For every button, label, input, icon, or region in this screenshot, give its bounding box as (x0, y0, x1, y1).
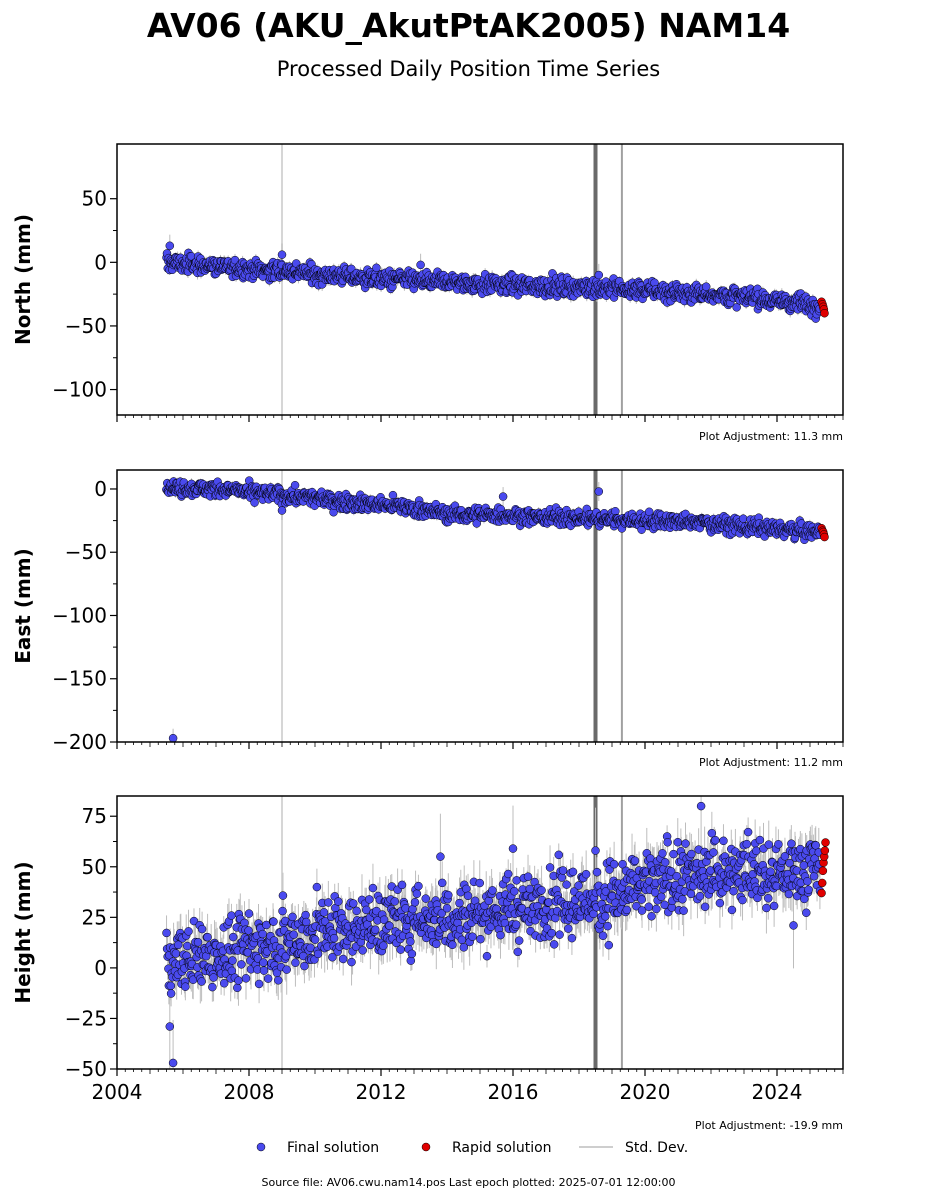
final-point (472, 519, 481, 528)
y-tick-label: −50 (65, 540, 107, 564)
panel-east: 0 −50 −100 −150 −200 East (mm) Plot Adjustment… (11, 469, 844, 769)
rapid-point (820, 532, 829, 542)
y-tick-label: 0 (94, 477, 107, 501)
y-tick-label: −200 (52, 730, 107, 754)
panel-plot-area (162, 144, 829, 415)
chart-subtitle: Processed Daily Position Time Series (276, 57, 661, 81)
final-point (416, 260, 425, 270)
final-point (594, 270, 604, 280)
panel-plot-area (162, 470, 829, 742)
final-point (594, 487, 604, 496)
plot-adjustment-note: Plot Adjustment: 11.2 mm (699, 756, 843, 769)
y-tick-label: 0 (94, 250, 107, 274)
panel-plot-area (162, 796, 830, 1069)
final-point (290, 480, 300, 490)
y-tick-label: 50 (82, 187, 107, 211)
final-point (277, 506, 287, 515)
final-point (165, 241, 175, 251)
final-point (732, 303, 741, 312)
final-point (168, 733, 178, 742)
final-point (739, 514, 748, 523)
plot-adjustment-note: Plot Adjustment: 11.3 mm (699, 430, 843, 443)
rapid-point (820, 308, 829, 318)
final-point (277, 250, 287, 259)
rapid-points (817, 523, 829, 542)
y-tick-label: −100 (52, 378, 107, 402)
final-points (162, 241, 825, 323)
final-point (250, 498, 259, 507)
panel-north: 50 0 −50 −100 North (mm) Plot Adjustment: 11.… (11, 143, 844, 443)
y-tick-label: −50 (65, 314, 107, 338)
final-point (498, 492, 508, 501)
final-point (701, 282, 711, 291)
y-tick-label: −100 (52, 603, 107, 627)
y-axis-label: North (mm) (11, 214, 35, 345)
y-tick-label: −150 (52, 667, 107, 691)
y-axis-label: East (mm) (11, 548, 35, 664)
final-points (162, 476, 825, 742)
final-point (388, 490, 398, 500)
rapid-points (817, 297, 829, 318)
final-point (372, 263, 381, 273)
chart-title: AV06 (AKU_AkutPtAK2005) NAM14 (146, 6, 791, 45)
